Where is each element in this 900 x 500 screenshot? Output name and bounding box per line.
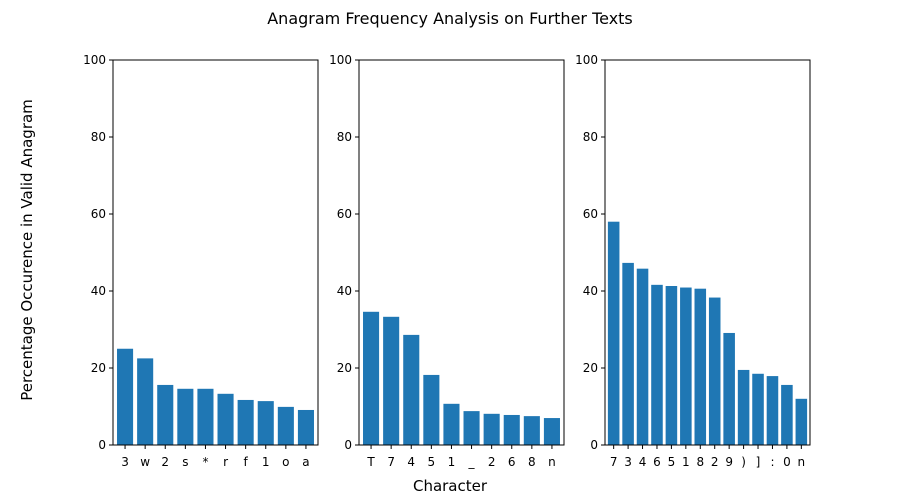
bar-1-9 [277, 406, 294, 445]
x-tick-label: a [302, 455, 309, 469]
x-tick-label: 6 [653, 455, 661, 469]
x-tick-label: 5 [668, 455, 676, 469]
x-tick-label: f [244, 455, 249, 469]
x-tick-label: 8 [528, 455, 536, 469]
bar-1-6 [217, 393, 234, 445]
y-axis-label: Percentage Occurence in Valid Anagram [18, 99, 36, 401]
y-tick-label: 0 [98, 438, 106, 452]
subplot-2: 0 20 40 60 80 100 T 7 4 5 1 _ 2 6 8 n [329, 53, 565, 469]
bar-3-1 [607, 221, 620, 445]
bar-1-5 [197, 388, 214, 445]
y-tick-label: 100 [329, 53, 352, 67]
y-tick-label: 80 [91, 130, 106, 144]
x-tick-label: _ [468, 455, 476, 469]
x-tick-label: n [798, 455, 806, 469]
x-tick-label: 2 [161, 455, 169, 469]
x-tick-label: 9 [725, 455, 733, 469]
x-tick-label: 6 [508, 455, 516, 469]
bar-2-8 [503, 414, 520, 445]
bar-3-2 [622, 262, 634, 445]
x-tick-label: 3 [121, 455, 129, 469]
y-tick-label: 20 [583, 361, 598, 375]
x-tick-label: 7 [387, 455, 395, 469]
x-tick-label: 4 [407, 455, 415, 469]
x-tick-label: n [548, 455, 556, 469]
y-tick-label: 60 [337, 207, 352, 221]
bar-3-11 [752, 373, 764, 445]
bar-2-1 [363, 311, 380, 445]
bar-1-3 [157, 384, 174, 445]
bar-3-3 [636, 268, 649, 445]
x-tick-label: 1 [262, 455, 270, 469]
x-tick-label: 3 [624, 455, 632, 469]
y-tick-label: 40 [337, 284, 352, 298]
x-tick-label: 0 [783, 455, 791, 469]
y-tick-label: 0 [344, 438, 352, 452]
plot-frame [112, 59, 319, 446]
bar-1-4 [177, 388, 194, 445]
bar-3-14 [795, 398, 808, 445]
x-tick-label: r [223, 455, 228, 469]
y-tick-label: 60 [583, 207, 598, 221]
bar-3-13 [781, 384, 793, 445]
bar-2-7 [483, 413, 500, 445]
bar-1-10 [297, 409, 314, 445]
bar-3-6 [680, 287, 692, 445]
bar-3-7 [694, 288, 707, 445]
y-tick-label: 100 [575, 53, 598, 67]
y-tick-label: 40 [91, 284, 106, 298]
x-tick-label: ) [741, 455, 746, 469]
plot-frame [604, 59, 811, 446]
y-tick-label: 100 [83, 53, 106, 67]
bar-1-8 [257, 401, 274, 445]
bar-3-8 [708, 297, 721, 445]
x-axis-label: Character [413, 477, 488, 495]
x-tick-label: 2 [711, 455, 719, 469]
x-tick-label: 5 [428, 455, 436, 469]
x-tick-label: 8 [696, 455, 704, 469]
y-tick-label: 20 [337, 361, 352, 375]
bar-1-1 [117, 348, 134, 445]
y-tick-label: 80 [583, 130, 598, 144]
bar-2-9 [523, 416, 540, 446]
bar-2-6 [463, 411, 480, 445]
x-tick-label: 4 [639, 455, 647, 469]
x-tick-label: ] [756, 455, 761, 469]
x-tick-label: * [202, 455, 208, 469]
x-tick-label: s [182, 455, 188, 469]
x-tick-label: w [140, 455, 150, 469]
y-tick-label: 0 [590, 438, 598, 452]
x-tick-label: : [770, 455, 774, 469]
bar-3-5 [665, 286, 678, 445]
x-tick-label: T [366, 455, 375, 469]
figure-title: Anagram Frequency Analysis on Further Te… [267, 9, 633, 28]
y-tick-label: 80 [337, 130, 352, 144]
y-tick-label: 20 [91, 361, 106, 375]
bar-3-12 [766, 376, 779, 445]
y-tick-label: 60 [91, 207, 106, 221]
bar-1-7 [237, 399, 254, 445]
bar-3-4 [651, 284, 663, 445]
x-tick-label: o [282, 455, 289, 469]
bar-3-9 [723, 332, 735, 445]
y-tick-label: 40 [583, 284, 598, 298]
x-tick-label: 1 [682, 455, 690, 469]
bar-2-2 [383, 316, 400, 445]
bar-1-2 [137, 358, 154, 446]
bar-2-10 [543, 418, 560, 445]
bar-2-4 [423, 374, 440, 445]
bar-3-10 [737, 369, 750, 445]
x-tick-label: 1 [448, 455, 456, 469]
x-tick-label: 7 [610, 455, 618, 469]
bar-2-3 [403, 334, 420, 445]
bar-2-5 [443, 403, 460, 445]
x-tick-label: 2 [488, 455, 496, 469]
plot-frame [358, 59, 565, 446]
subplot-1: 0 20 40 60 80 100 3 w 2 s * r f 1 o a [83, 53, 319, 469]
